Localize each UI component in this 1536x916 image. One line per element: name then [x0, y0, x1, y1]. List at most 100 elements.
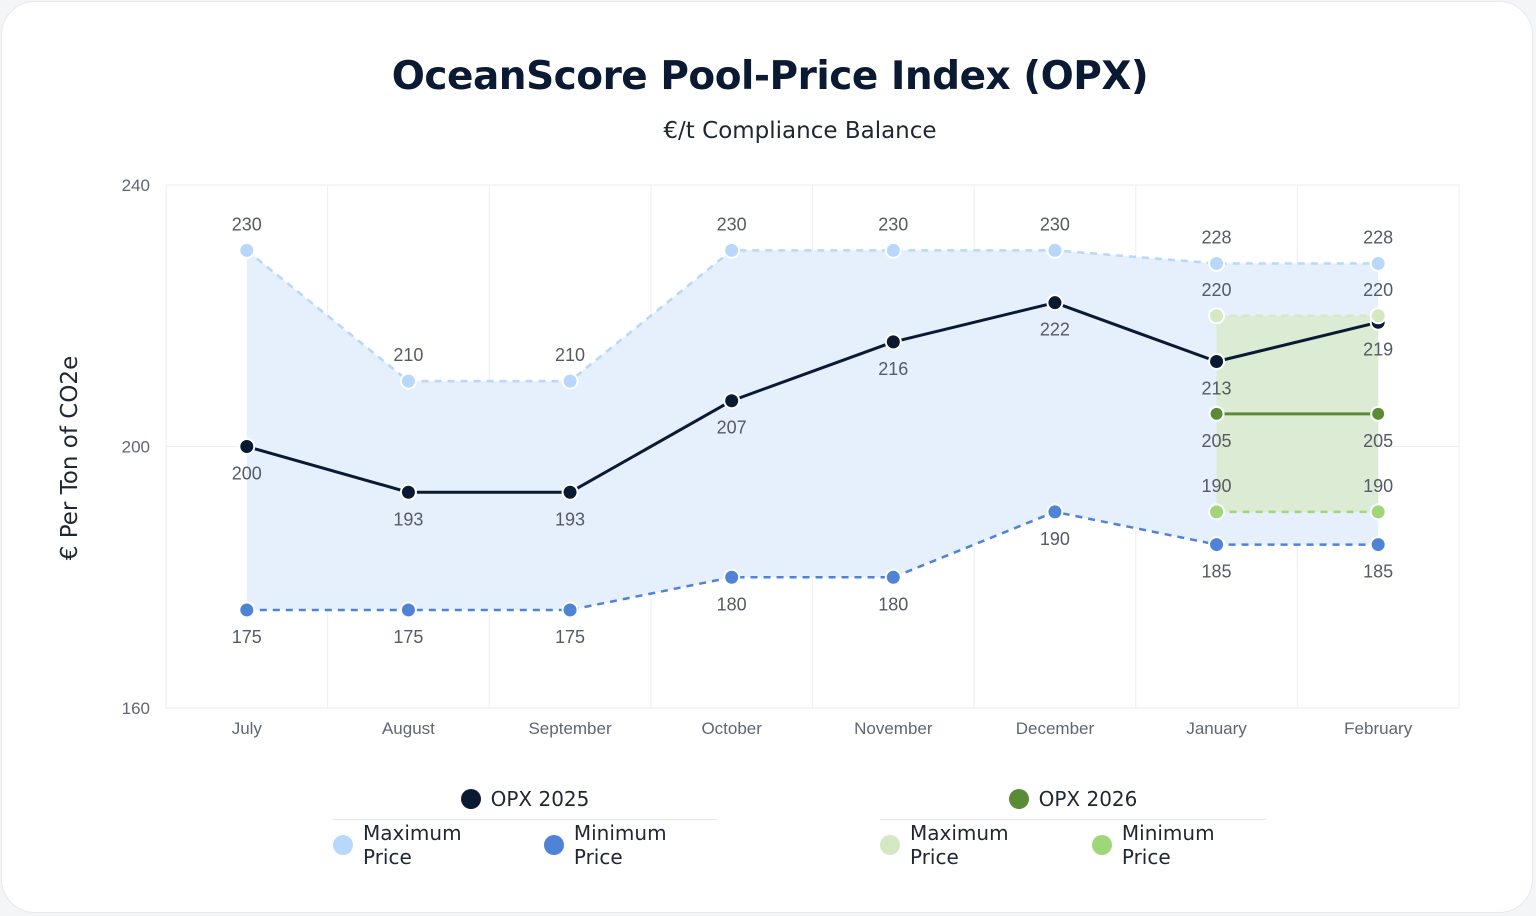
legend-opx-2025[interactable]: OPX 2025: [460, 779, 590, 819]
legend-opx-2026[interactable]: OPX 2026: [1008, 779, 1138, 819]
data-labels: 230 210 210 230 230 230 228 228 175 175 175 180 180 1…: [232, 214, 1393, 647]
data-point-opx-2026[interactable]: [1208, 405, 1225, 422]
data-point-min-2025[interactable]: [884, 568, 902, 586]
pale-green-circle-icon: [880, 835, 900, 855]
data-point-max-2025[interactable]: [1208, 254, 1226, 272]
data-point-opx-2025[interactable]: [884, 333, 902, 351]
x-tick-label: October: [701, 719, 762, 738]
x-tick-label: December: [1016, 719, 1095, 738]
data-label-max-2025: 230: [717, 214, 747, 234]
axes: 160 200 240 July August September October Novem…: [122, 176, 1413, 738]
series-line-max-2025: [246, 249, 1379, 383]
data-point-max-2025[interactable]: [723, 241, 741, 259]
series-lines: [246, 249, 1379, 612]
legend-max-2025[interactable]: Maximum Price: [333, 821, 512, 869]
data-label-opx-2025: 207: [717, 418, 747, 438]
legend-min-2026-label: Minimum Price: [1121, 821, 1215, 869]
data-point-min-2025[interactable]: [1208, 536, 1226, 554]
data-point-max-2026[interactable]: [1208, 307, 1226, 325]
data-label-min-2025: 175: [232, 627, 262, 647]
data-label-opx-2025: 200: [232, 464, 262, 484]
data-label-min-2026: 190: [1202, 476, 1232, 496]
data-label-opx-2025: 213: [1202, 379, 1232, 399]
data-label-opx-2026: 205: [1202, 431, 1232, 451]
legend-max-2026[interactable]: Maximum Price: [880, 821, 1060, 869]
data-point-min-2025[interactable]: [561, 601, 579, 619]
data-label-max-2025: 228: [1363, 227, 1393, 247]
data-label-opx-2025: 219: [1363, 339, 1393, 359]
legend-min-2026[interactable]: Minimum Price: [1091, 821, 1266, 869]
data-label-max-2025: 230: [878, 214, 908, 234]
legend-max-2025-label: Maximum Price: [363, 821, 462, 869]
data-point-opx-2025[interactable]: [238, 438, 256, 455]
data-point-min-2026[interactable]: [1369, 503, 1387, 521]
data-point-max-2025[interactable]: [399, 372, 417, 390]
legend-group-2025: OPX 2025 Maximum Price Minimum Price: [333, 779, 717, 870]
data-label-min-2025: 175: [555, 627, 585, 647]
data-label-max-2025: 210: [393, 345, 423, 365]
light-green-circle-icon: [1091, 835, 1112, 855]
series-line-min-2025: [246, 510, 1379, 612]
x-tick-label: November: [854, 719, 933, 738]
data-label-min-2025: 185: [1202, 562, 1232, 582]
data-point-max-2025[interactable]: [884, 241, 902, 259]
y-tick-label: 240: [122, 176, 150, 195]
x-tick-label: September: [528, 719, 611, 738]
data-point-max-2026[interactable]: [1369, 307, 1387, 325]
x-tick-label: February: [1344, 719, 1413, 738]
series-points: [238, 241, 1387, 619]
x-tick-label: July: [232, 719, 263, 738]
data-point-opx-2025[interactable]: [561, 483, 579, 501]
data-label-min-2025: 175: [393, 627, 423, 647]
legend-min-2025[interactable]: Minimum Price: [543, 821, 717, 869]
legend-min-2025-label: Minimum Price: [573, 821, 667, 869]
data-label-opx-2026: 205: [1363, 431, 1393, 451]
data-point-opx-2025[interactable]: [723, 392, 741, 410]
data-label-max-2026: 220: [1363, 280, 1393, 300]
y-tick-label: 160: [122, 699, 150, 718]
data-point-max-2025[interactable]: [238, 241, 256, 259]
light-blue-circle-icon: [333, 835, 353, 855]
data-label-max-2025: 210: [555, 345, 585, 365]
legend-divider: [880, 819, 1266, 820]
data-point-min-2025[interactable]: [238, 601, 256, 619]
green-circle-icon: [1008, 789, 1029, 809]
data-point-opx-2025[interactable]: [1208, 353, 1226, 371]
x-tick-label: August: [382, 719, 435, 738]
data-point-max-2025[interactable]: [561, 372, 579, 390]
data-point-opx-2026[interactable]: [1370, 405, 1387, 422]
legend-divider: [333, 819, 717, 820]
data-point-min-2025[interactable]: [399, 601, 417, 619]
chart-subtitle: €/t Compliance Balance: [663, 118, 937, 144]
data-label-min-2025: 180: [878, 594, 908, 614]
legend-group-2026: OPX 2026 Maximum Price Minimum Price: [880, 779, 1266, 870]
legend-row-2026: Maximum Price Minimum Price: [880, 820, 1266, 870]
y-tick-label: 200: [122, 438, 150, 457]
series-line-opx-2025: [246, 301, 1379, 494]
data-label-min-2025: 185: [1363, 562, 1393, 582]
data-point-min-2025[interactable]: [723, 568, 741, 586]
data-point-max-2025[interactable]: [1369, 254, 1387, 272]
legend-row-2025: Maximum Price Minimum Price: [333, 820, 717, 870]
data-label-min-2026: 190: [1363, 476, 1393, 496]
data-point-min-2025[interactable]: [1369, 536, 1387, 554]
data-point-opx-2025[interactable]: [399, 483, 417, 501]
data-label-min-2025: 180: [717, 594, 747, 614]
data-label-opx-2025: 222: [1040, 320, 1070, 340]
data-label-max-2026: 220: [1202, 280, 1232, 300]
data-label-max-2025: 230: [232, 214, 262, 234]
data-point-min-2026[interactable]: [1208, 503, 1226, 521]
legend-opx-2026-label: OPX 2026: [1038, 787, 1138, 811]
data-label-opx-2025: 193: [555, 509, 585, 529]
data-point-max-2025[interactable]: [1046, 241, 1064, 259]
legend-max-2026-label: Maximum Price: [910, 821, 1009, 869]
data-label-min-2025: 190: [1040, 529, 1070, 549]
legend-opx-2025-label: OPX 2025: [490, 787, 590, 811]
data-label-opx-2025: 193: [393, 509, 423, 529]
blue-circle-icon: [543, 835, 564, 855]
data-label-max-2025: 230: [1040, 214, 1070, 234]
data-point-opx-2025[interactable]: [1046, 294, 1064, 312]
data-label-opx-2025: 216: [878, 359, 908, 379]
navy-circle-icon: [460, 789, 481, 809]
data-point-min-2025[interactable]: [1046, 503, 1064, 521]
